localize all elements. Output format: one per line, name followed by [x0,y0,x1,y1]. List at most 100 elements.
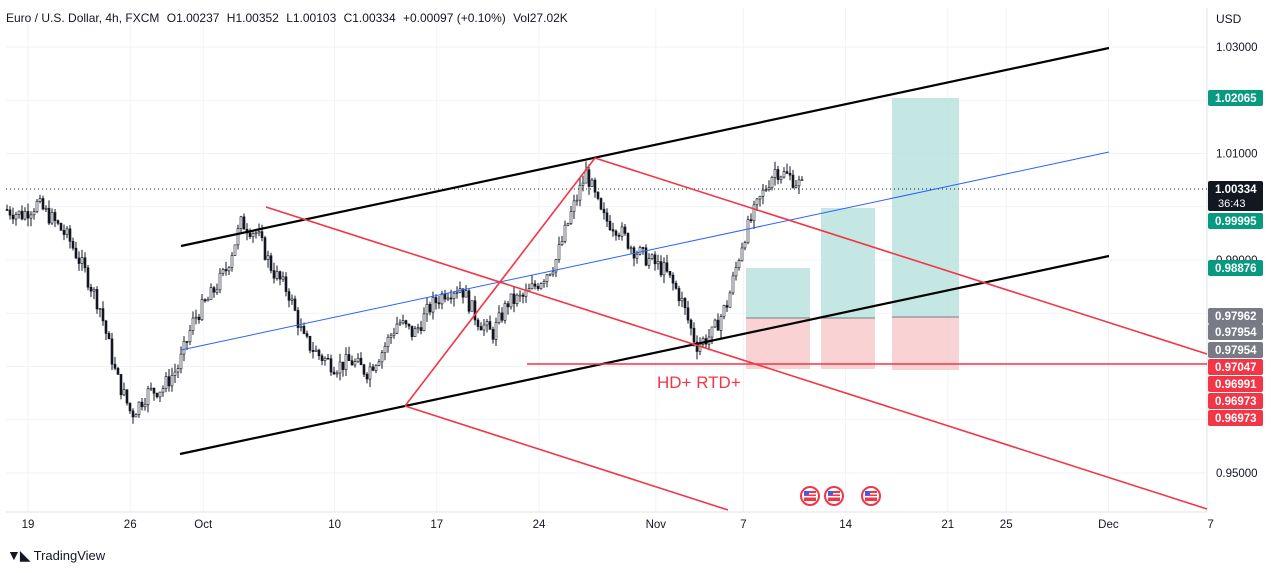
candle-body [533,283,537,287]
candle-body [83,257,87,269]
candle-body [548,273,552,276]
candle-body [659,261,663,276]
candle-body [623,226,627,234]
candle-body [212,287,216,293]
candle-body [518,294,522,297]
candle-body [479,326,483,331]
price-badge [1208,308,1263,324]
candle-body [428,303,432,313]
stop-zone-2[interactable] [821,318,875,369]
candle-body [275,271,279,279]
candle-body [350,360,354,366]
candle-body [554,259,558,273]
candle-body [557,244,561,260]
candle-body [311,350,315,352]
candle-body [716,319,720,331]
candle-body [551,271,555,275]
candle-body [776,169,780,180]
candle-body [545,274,549,282]
pitchfork-median-tine[interactable] [265,206,1208,510]
tradingview-logo-icon: ▼◣ [7,547,31,563]
candle-body [116,368,120,375]
candle-body [791,174,795,188]
pitchfork-upper-tine[interactable] [594,157,1208,355]
us-flag-icon[interactable] [824,486,844,506]
candle-body [617,235,621,237]
candle-body [728,292,732,308]
channel-median-line[interactable] [180,151,1110,351]
candle-body [326,357,330,360]
time-tick-label: 25 [1000,519,1013,531]
candle-body [125,389,129,404]
candle-body [110,338,114,365]
candle-body [17,210,21,215]
candle-body [770,177,774,189]
candle-body [395,323,399,334]
candle-body [140,401,144,408]
candle-body [173,371,177,376]
candle-body [743,242,747,249]
target-zone-2[interactable] [821,208,875,318]
pitchfork-lower-tine[interactable] [404,405,729,511]
channel-upper-line[interactable] [180,46,1110,248]
target-zone-1[interactable] [746,268,810,318]
candle-body [260,231,264,239]
candle-body [773,169,777,178]
candle-body [164,376,168,389]
pitchfork[interactable] [265,157,1208,511]
price-labels: 1.02065 0.99995 0.98876 0.97962 0.97954 0.979… [1208,90,1263,426]
candle-body [512,293,516,305]
candle-body [536,285,540,289]
candle-body [530,283,534,289]
candle-body [422,313,426,331]
candle-body [509,293,513,308]
us-flag-icon[interactable] [861,486,881,506]
economic-events[interactable] [800,486,881,506]
candle-body [713,319,717,328]
candle-body [107,333,111,340]
candle-body [221,269,225,274]
candle-body [497,312,501,323]
candle-body [47,207,51,224]
candle-body [101,308,105,322]
candle-body [230,255,234,268]
candle-body [128,402,132,412]
candle-body [671,274,675,284]
candle-body [296,310,300,328]
candle-body [317,349,321,357]
target-zone-3[interactable] [892,98,959,317]
candle-body [371,366,375,371]
us-flag-icon[interactable] [800,486,820,506]
tradingview-brand[interactable]: ▼◣ TradingView [7,547,105,564]
candle-body [167,376,171,387]
current-price-value: 1.00334 [1215,184,1257,196]
time-tick-label: 14 [839,519,852,531]
candle-body [620,226,624,237]
stop-zone-3[interactable] [892,317,959,370]
candle-body [41,198,45,210]
candle-body [242,216,246,230]
symbol-title[interactable]: Euro / U.S. Dollar, 4h, FXCM [6,11,160,25]
price-badge-label: 0.96973 [1215,396,1257,408]
candle-body [407,323,411,327]
candle-body [494,322,498,340]
candle-body [134,414,138,418]
price-badge [1208,260,1263,276]
trend-channel[interactable] [179,46,1110,456]
candle-body [749,219,753,222]
channel-lower-line[interactable] [179,254,1110,456]
candle-body [581,182,585,186]
candle-body [437,302,441,305]
candle-body [485,321,489,326]
candle-body [104,320,108,334]
candle-body [614,230,618,236]
candle-body [329,358,333,373]
price-badge-label: 1.02065 [1215,93,1257,105]
candle-body [374,365,378,371]
candle-body [641,247,645,249]
candle-body [284,276,288,292]
candle-body [683,297,687,309]
candle-body [563,224,567,242]
position-boxes[interactable] [746,98,959,370]
